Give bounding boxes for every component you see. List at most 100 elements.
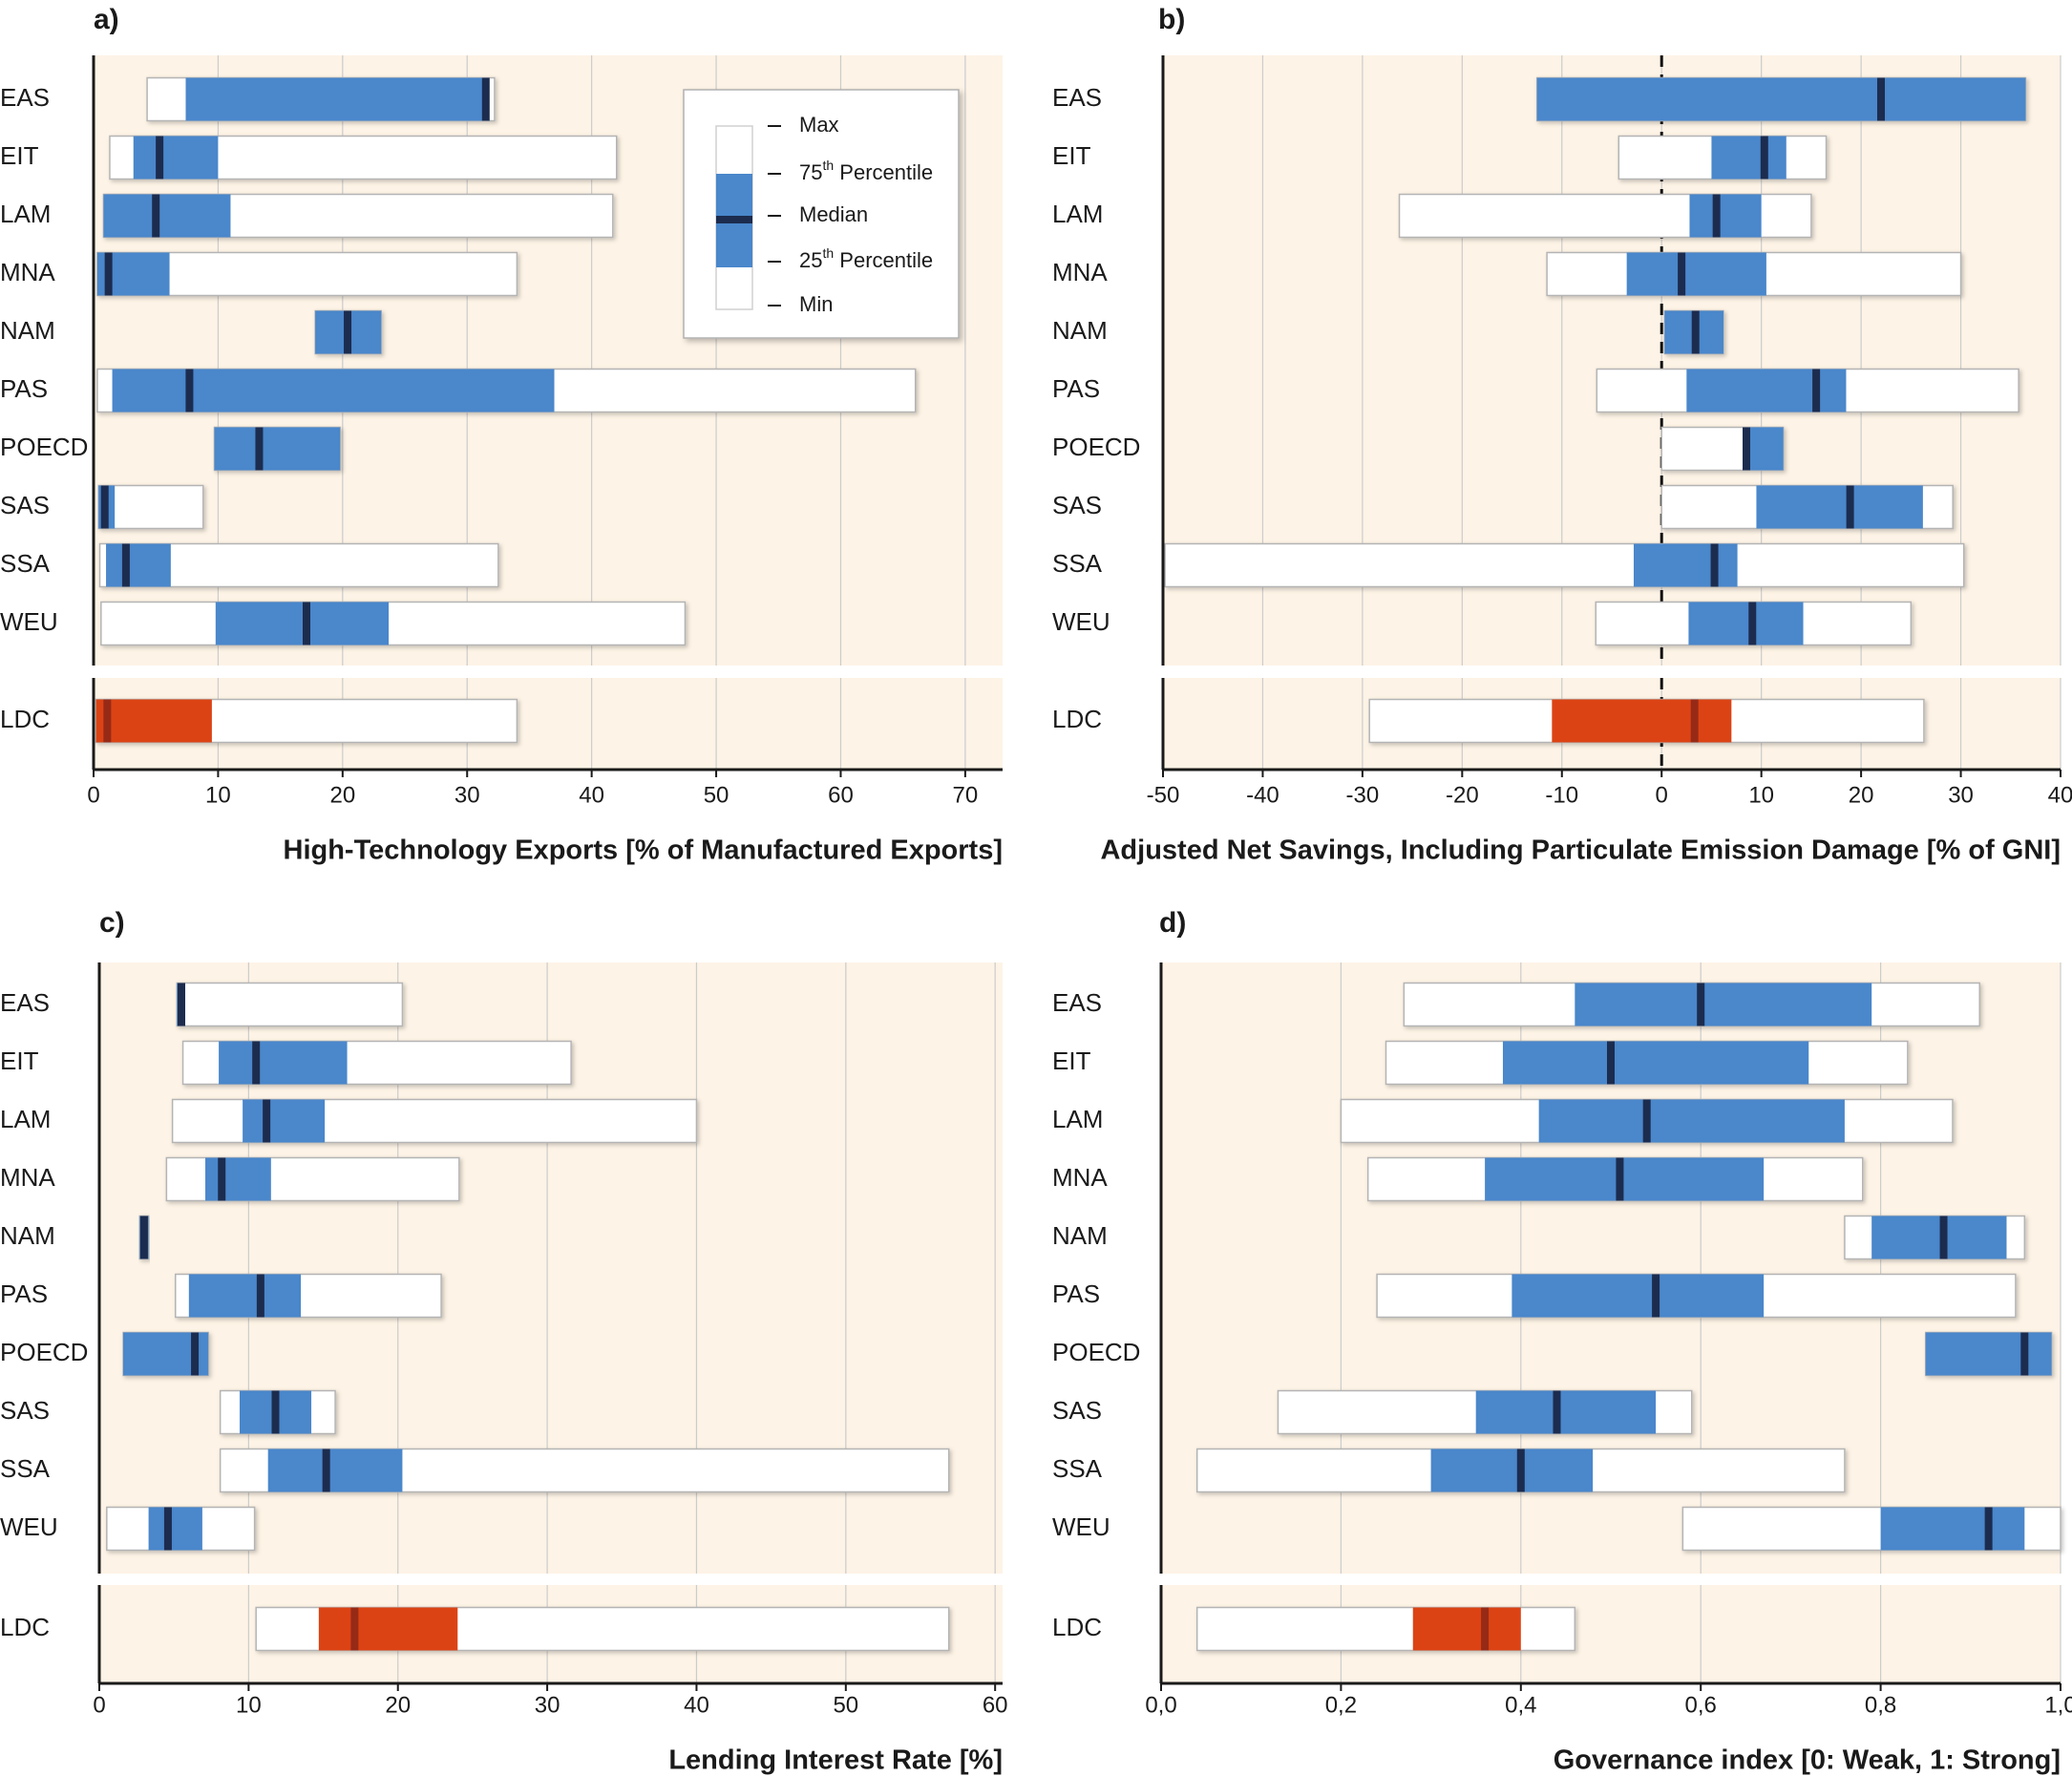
x-tick-label: 40 — [579, 782, 604, 808]
region-row: POECD — [1052, 426, 1785, 472]
iqr-bar-p25-p75 — [318, 1607, 458, 1651]
iqr-bar-p25-p75 — [1485, 1157, 1765, 1201]
median-marker — [1691, 310, 1700, 354]
region-label: LAM — [0, 1105, 51, 1133]
x-tick-label: 30 — [535, 1692, 560, 1718]
region-row: NAM — [1052, 1215, 2026, 1260]
region-label: MNA — [0, 258, 55, 286]
x-axis-label: Lending Interest Rate [%] — [668, 1745, 1003, 1776]
legend-entry-p25: 25th Percentile — [799, 245, 933, 272]
legend-entry-text: Min — [799, 292, 833, 316]
x-tick-label: -30 — [1346, 782, 1380, 808]
x-tick-label: -10 — [1545, 782, 1578, 808]
x-tick-label: 60 — [828, 782, 854, 808]
median-marker — [344, 310, 352, 354]
region-label: POECD — [1052, 1338, 1140, 1366]
iqr-bar-p25-p75 — [1502, 1041, 1809, 1085]
region-label: LDC — [0, 705, 50, 733]
x-tick-label: 50 — [704, 782, 729, 808]
legend-entry-text: 25 — [799, 248, 822, 272]
region-label: LDC — [0, 1613, 50, 1641]
region-label: NAM — [1052, 1221, 1108, 1250]
ldc-row: LDC — [1052, 1606, 1576, 1652]
median-marker — [1710, 543, 1719, 587]
region-label: POECD — [0, 433, 88, 461]
x-tick-label: 30 — [455, 782, 480, 808]
median-marker — [156, 136, 164, 180]
region-label: LAM — [1052, 200, 1103, 228]
x-tick-label: 40 — [2048, 782, 2072, 808]
panel-label: c) — [99, 907, 125, 939]
median-marker — [2020, 1332, 2029, 1376]
median-marker — [1748, 602, 1757, 645]
region-row: SSA — [1052, 542, 1965, 588]
region-row: SAS — [1052, 1389, 1693, 1435]
region-label: WEU — [1052, 1512, 1110, 1541]
median-marker — [1652, 1274, 1660, 1318]
region-row: MNA — [0, 251, 518, 297]
iqr-bar-p25-p75 — [215, 602, 390, 645]
legend-entry-text: 75 — [799, 160, 822, 184]
region-row: NAM — [0, 309, 382, 355]
median-marker — [1846, 485, 1854, 529]
region-row: MNA — [1052, 251, 1962, 297]
iqr-bar-p25-p75 — [219, 1041, 348, 1085]
x-tick-label: 0,8 — [1865, 1692, 1896, 1718]
region-row: PAS — [0, 368, 917, 413]
median-marker — [1760, 136, 1768, 180]
legend-entry-text: Max — [799, 113, 839, 137]
region-row: WEU — [1052, 1506, 2061, 1552]
region-label: POECD — [0, 1338, 88, 1366]
region-row: WEU — [1052, 601, 1913, 646]
range-bar-min-max — [100, 601, 687, 646]
region-label: POECD — [1052, 433, 1140, 461]
region-label: SSA — [1052, 549, 1103, 578]
region-row: SAS — [0, 484, 204, 530]
median-marker — [256, 1274, 264, 1318]
iqr-bar-p25-p75 — [106, 543, 171, 587]
x-tick-label: 0,6 — [1685, 1692, 1717, 1718]
region-label: WEU — [1052, 607, 1110, 636]
median-marker — [1690, 699, 1699, 743]
chart-panel: EAS EIT LAM MNA NAM PAS POECD SAS SSA WEU LDC 0,0 0,… — [1052, 907, 2072, 1776]
region-row: EIT — [1052, 135, 1828, 180]
iqr-bar-p25-p75 — [1744, 427, 1784, 471]
region-label: EAS — [0, 83, 50, 112]
iqr-bar-p25-p75 — [1538, 1099, 1845, 1143]
iqr-bar-p25-p75 — [188, 1274, 302, 1318]
iqr-bar-p25-p75 — [1880, 1507, 2025, 1551]
legend-entry-text: Median — [799, 202, 868, 226]
x-tick-label: 20 — [1849, 782, 1874, 808]
median-marker — [191, 1332, 200, 1376]
region-row: MNA — [0, 1156, 460, 1202]
region-label: EIT — [1052, 141, 1091, 170]
ldc-row: LDC — [0, 1606, 950, 1652]
region-label: MNA — [1052, 258, 1108, 286]
iqr-bar-p25-p75 — [1536, 77, 2026, 121]
median-marker — [1516, 1448, 1525, 1492]
region-row: NAM — [0, 1215, 150, 1260]
median-marker — [139, 1216, 148, 1259]
region-row: EAS — [0, 982, 404, 1027]
legend-entry-p75: 75th Percentile — [799, 158, 933, 184]
region-row: WEU — [0, 1506, 256, 1552]
region-row: LAM — [1052, 193, 1812, 239]
x-tick-label: 10 — [1748, 782, 1774, 808]
iqr-bar-p25-p75 — [1871, 1216, 2007, 1259]
iqr-bar-p25-p75 — [267, 1448, 403, 1492]
x-tick-label: -50 — [1147, 782, 1180, 808]
region-label: PAS — [1052, 374, 1100, 403]
region-row: PAS — [0, 1273, 442, 1319]
x-axis-label: Governance index [0: Weak, 1: Strong] — [1554, 1745, 2061, 1776]
median-marker — [1553, 1390, 1561, 1434]
iqr-bar-p25-p75 — [1756, 485, 1923, 529]
median-marker — [100, 485, 109, 529]
iqr-bar-p25-p75 — [1626, 252, 1766, 296]
legend-entry-median: Median — [799, 202, 868, 226]
iqr-bar-p25-p75 — [1689, 194, 1762, 238]
median-marker — [1877, 77, 1885, 121]
iqr-bar-p25-p75 — [95, 699, 212, 743]
region-label: NAM — [1052, 316, 1108, 345]
median-marker — [1697, 983, 1705, 1026]
